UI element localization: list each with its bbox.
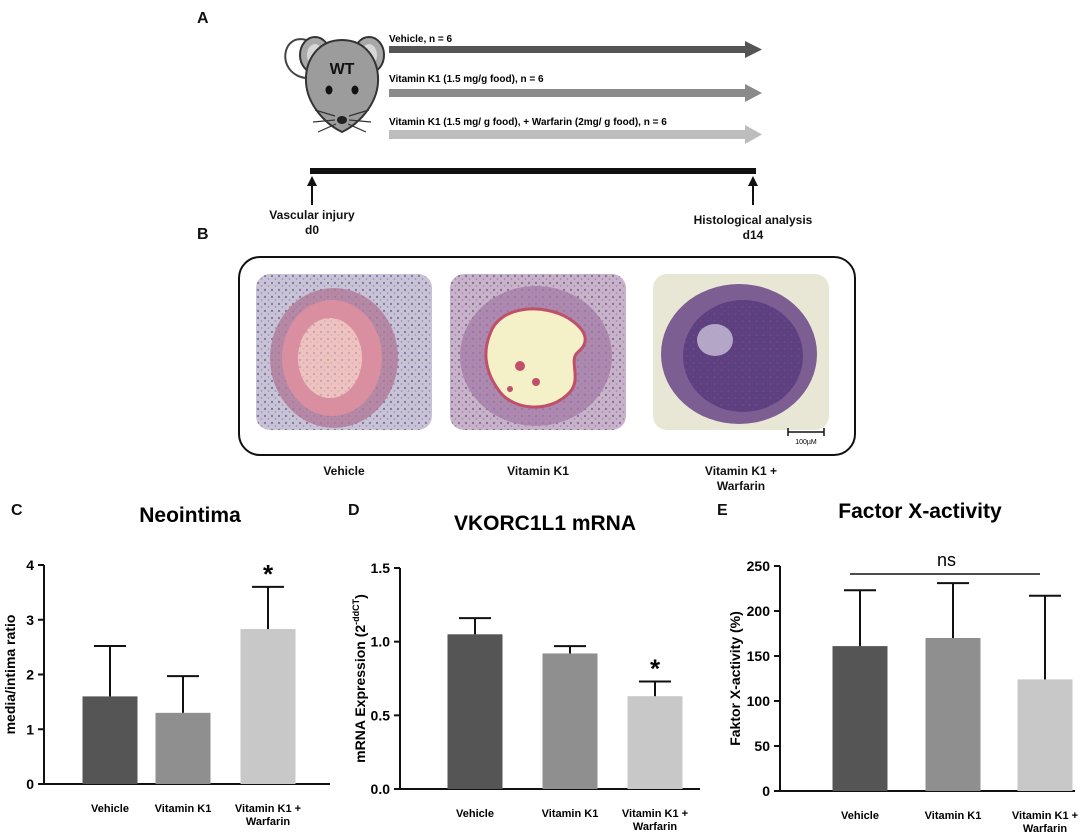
- category-label: Vitamin K1 + Warfarin: [1012, 810, 1078, 835]
- panel-letter-e: E: [717, 502, 728, 519]
- y-axis-label: mRNA Expression (2-ddCT): [351, 594, 368, 763]
- bar: [542, 653, 598, 789]
- y-tick-label: 1.0: [371, 634, 391, 650]
- y-tick-label: 50: [754, 738, 770, 754]
- y-tick-label: 0: [26, 776, 34, 792]
- bar: [155, 712, 211, 784]
- y-tick-label: 3: [26, 612, 34, 628]
- group-arrow-vitamin-k1: [389, 84, 762, 102]
- bar: [832, 646, 888, 791]
- y-axis-label: Faktor X-activity (%): [727, 611, 743, 746]
- y-tick-label: 4: [26, 557, 34, 573]
- panel-letter-c: C: [11, 502, 23, 519]
- mouse-icon: WT: [284, 36, 385, 134]
- bracket-label: ns: [937, 550, 956, 570]
- chart-title: VKORC1L1 mRNA: [454, 512, 636, 535]
- bar: [240, 629, 296, 784]
- category-label: Vehicle: [841, 810, 879, 822]
- group-label-vehicle: Vehicle, n = 6: [389, 34, 453, 45]
- group-label-warfarin: Vitamin K1 (1.5 mg/ g food), + Warfarin …: [389, 117, 667, 128]
- histology-label-warfarin: Vitamin K1 + Warfarin: [704, 464, 778, 493]
- y-tick-label: 1: [26, 721, 34, 737]
- chart-neointima: Neointima media/intima ratio 0 1 2 3 4 Vehicle V…: [2, 504, 330, 828]
- histology-label-vehicle: Vehicle: [323, 464, 365, 478]
- histology-frame: [238, 256, 856, 456]
- y-tick-label: 0.0: [371, 781, 391, 797]
- bar: [1017, 679, 1073, 791]
- y-tick-label: 0: [762, 783, 770, 799]
- category-label: Vitamin K1: [925, 810, 982, 822]
- category-label: Vitamin K1: [155, 803, 212, 815]
- timeline-start-label: Vascular injury d0: [269, 208, 355, 237]
- timeline-end-arrow: [748, 176, 758, 205]
- bar: [447, 634, 503, 789]
- category-label: Vehicle: [91, 803, 129, 815]
- bar: [925, 638, 981, 791]
- group-label-vitamin-k1: Vitamin K1 (1.5 mg/g food), n = 6: [389, 74, 544, 85]
- scale-bar: 100µM: [787, 428, 825, 446]
- chart-title: Neointima: [139, 504, 241, 527]
- significance-marker: *: [263, 559, 274, 589]
- category-label: Vitamin K1: [542, 808, 599, 820]
- chart-title: Factor X-activity: [838, 500, 1002, 523]
- y-tick-label: 200: [747, 603, 771, 619]
- category-label: Vehicle: [456, 808, 494, 820]
- timeline-bar: [310, 168, 756, 174]
- y-axis-label: media/intima ratio: [2, 615, 18, 735]
- histology-label-vitamin-k1: Vitamin K1: [507, 464, 569, 478]
- y-tick-label: 2: [26, 667, 34, 683]
- group-arrow-warfarin: [389, 125, 762, 144]
- category-label: Vitamin K1 + Warfarin: [622, 808, 688, 833]
- group-arrow-vehicle: [389, 41, 762, 58]
- y-tick-label: 1.5: [371, 560, 391, 576]
- timeline-start-arrow: [307, 176, 317, 205]
- bar: [82, 696, 138, 784]
- panel-letter-a: A: [197, 10, 209, 27]
- chart-vkorc1l1: VKORC1L1 mRNA mRNA Expression (2-ddCT) 0.0…: [351, 512, 700, 833]
- timeline-end-label: Histological analysis d14: [693, 213, 813, 242]
- significance-marker: *: [650, 653, 661, 683]
- y-tick-label: 150: [747, 648, 771, 664]
- y-tick-label: 0.5: [371, 707, 391, 723]
- histology-image-vitamin-k1: [450, 274, 626, 430]
- histology-image-warfarin: [653, 274, 829, 430]
- mouse-label: WT: [330, 61, 355, 78]
- scale-bar-label: 100µM: [795, 439, 817, 446]
- category-label: Vitamin K1 + Warfarin: [235, 803, 301, 828]
- study-design-diagram: WT Vehicle, n = 6 Vitamin K1 (1.5 mg/g f…: [284, 34, 762, 205]
- panel-letter-b: B: [197, 226, 209, 243]
- y-tick-label: 100: [747, 693, 771, 709]
- histology-image-vehicle: [256, 274, 432, 430]
- chart-factor-x: Factor X-activity Faktor X-activity (%) 0 5…: [727, 500, 1078, 835]
- y-tick-label: 250: [747, 558, 771, 574]
- panel-letter-d: D: [348, 502, 360, 519]
- bar: [627, 696, 683, 789]
